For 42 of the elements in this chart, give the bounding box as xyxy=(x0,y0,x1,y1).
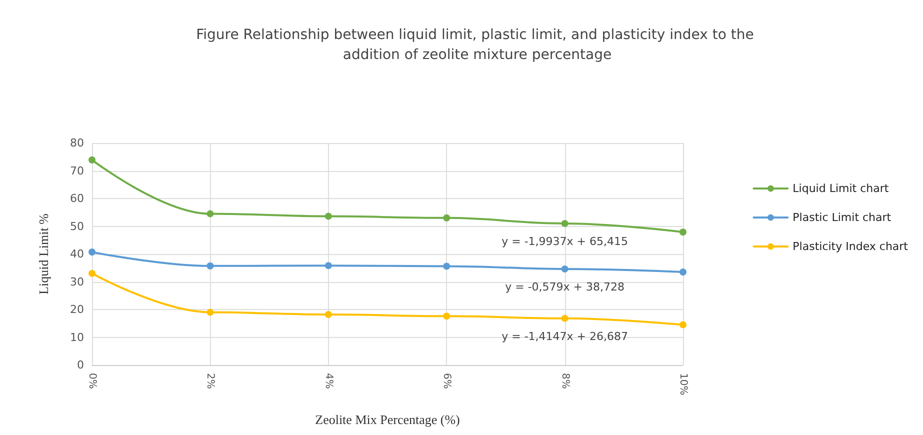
point xyxy=(206,210,214,218)
point xyxy=(88,248,96,256)
x-axis-title: Zeolite Mix Percentage (%) xyxy=(315,412,460,427)
x-tick-label: 4% xyxy=(322,373,334,389)
y-axis-title: Liquid Limit % xyxy=(36,213,51,294)
point xyxy=(443,262,450,270)
y-tick-label: 10 xyxy=(70,330,84,344)
x-tick-label: 2% xyxy=(204,373,216,389)
point xyxy=(680,321,686,328)
point xyxy=(680,228,686,236)
point xyxy=(88,156,96,164)
legend-label: Liquid Limit chart xyxy=(792,182,890,195)
y-tick-label: 60 xyxy=(70,192,84,205)
x-tick-label: 10% xyxy=(678,373,688,396)
annotation: y = -0,579x + 38,728 xyxy=(505,280,624,294)
x-tick-label: 6% xyxy=(441,373,452,389)
legend-label: Plasticity Index chart xyxy=(792,240,909,253)
point xyxy=(561,314,568,322)
annotation: y = -1,4147x + 26,687 xyxy=(502,330,628,343)
y-tick-label: 70 xyxy=(70,164,84,178)
annotation: y = -1,9937x + 65,415 xyxy=(502,234,628,248)
legend-label: Plastic Limit chart xyxy=(792,211,892,224)
point xyxy=(680,268,686,276)
point xyxy=(206,308,214,316)
point xyxy=(561,220,568,227)
point xyxy=(443,312,450,320)
y-tick-label: 20 xyxy=(70,303,84,316)
y-tick-label: 0 xyxy=(77,358,84,372)
x-tick-label: 8% xyxy=(559,373,570,389)
y-tick-label: 40 xyxy=(70,248,84,260)
point xyxy=(88,270,96,277)
point xyxy=(443,214,450,222)
x-tick-label: 0% xyxy=(86,373,98,389)
y-tick-label: 50 xyxy=(70,220,84,233)
y-tick-label: 80 xyxy=(70,136,84,150)
y-tick-label: 30 xyxy=(70,275,84,288)
chart-title: Figure Relationship between liquid limit, plastic limit, and plasticity index to the addition of zeolite mixture percentage xyxy=(196,27,754,63)
point xyxy=(324,262,332,270)
point xyxy=(206,262,214,270)
point xyxy=(324,310,332,318)
point xyxy=(324,212,332,220)
point xyxy=(561,265,568,272)
